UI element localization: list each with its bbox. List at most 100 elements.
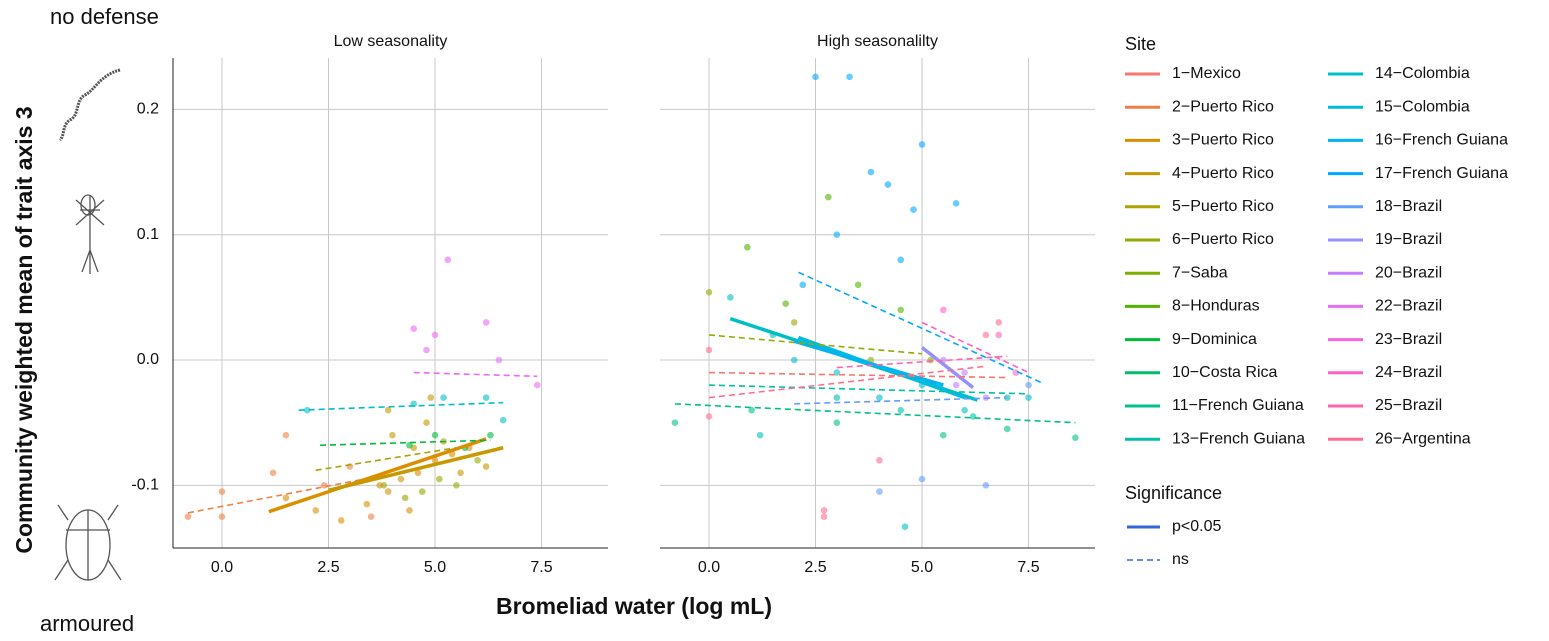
trend-line [921, 321, 1029, 374]
point [940, 306, 947, 314]
point [444, 256, 452, 264]
point [982, 482, 990, 489]
point [380, 482, 388, 489]
trend-line [315, 446, 457, 472]
point [876, 394, 883, 401]
point [487, 431, 494, 439]
point [406, 507, 413, 514]
point [1025, 394, 1032, 401]
point [952, 200, 960, 207]
point [482, 394, 490, 401]
point [389, 431, 396, 439]
legend-label: 4−Puerto Rico [1172, 165, 1274, 182]
point [799, 281, 807, 289]
point [431, 431, 439, 439]
legend-label: 10−Costa Rica [1172, 364, 1277, 381]
point [952, 381, 960, 389]
point [790, 319, 798, 326]
legend-label: 2−Puerto Rico [1172, 98, 1274, 115]
point [499, 416, 507, 424]
point [940, 431, 947, 439]
point [918, 475, 926, 483]
point [705, 346, 713, 354]
trend-line [268, 437, 487, 514]
x-tick-label: 5.0 [424, 559, 446, 576]
point [363, 500, 371, 508]
x-tick-label: 5.0 [911, 559, 933, 576]
legend-label: 22−Brazil [1375, 298, 1442, 315]
legend-label: ns [1172, 551, 1189, 568]
point [495, 356, 503, 364]
point [833, 369, 841, 376]
point [453, 482, 460, 489]
point [427, 394, 435, 401]
point [414, 469, 422, 477]
point [854, 281, 862, 289]
legend-label: 13−French Guiana [1172, 430, 1305, 447]
legend-label: 14−Colombia [1375, 65, 1470, 82]
side-label-bottom: armoured [40, 611, 134, 636]
trend-line [328, 446, 504, 493]
point [867, 168, 875, 176]
trend-line [708, 384, 1029, 395]
point [884, 181, 892, 188]
point [423, 346, 430, 354]
point [397, 475, 405, 483]
point [876, 488, 883, 495]
point [910, 206, 917, 213]
point [431, 331, 439, 339]
point [961, 369, 968, 376]
y-tick-label: 0.1 [137, 226, 159, 243]
point [218, 513, 226, 520]
point [482, 319, 490, 326]
point [995, 319, 1003, 326]
point [790, 356, 798, 364]
legend-label: 15−Colombia [1375, 98, 1470, 115]
y-tick-label: 0.0 [137, 351, 159, 368]
point [406, 441, 413, 449]
point [533, 381, 541, 389]
legend-label: 6−Puerto Rico [1172, 231, 1274, 248]
trend-line [920, 346, 975, 389]
point [820, 513, 828, 520]
point [457, 469, 464, 477]
trend-line [187, 477, 372, 514]
point [846, 73, 853, 81]
trend-line [793, 339, 944, 387]
point [756, 431, 764, 439]
legend-title: Significance [1125, 483, 1222, 503]
point [820, 507, 828, 514]
point [744, 243, 751, 251]
legend-label: 24−Brazil [1375, 364, 1442, 381]
point [833, 231, 841, 239]
point [474, 456, 481, 464]
point [1003, 425, 1011, 433]
legend-label: 23−Brazil [1375, 331, 1442, 348]
point [824, 193, 832, 201]
point [410, 325, 418, 332]
point [995, 331, 1003, 339]
point [418, 488, 426, 495]
point [897, 406, 905, 414]
legend-label: p<0.05 [1172, 518, 1221, 535]
y-tick-label: -0.1 [131, 477, 159, 494]
point [897, 256, 905, 264]
point [435, 475, 443, 483]
point [982, 331, 990, 339]
point [440, 394, 447, 401]
point [384, 488, 392, 495]
legend-label: 11−French Guiana [1172, 397, 1304, 414]
trend-line [836, 355, 1008, 369]
point [218, 488, 226, 495]
point [384, 406, 392, 414]
point [705, 413, 713, 420]
legend-label: 20−Brazil [1375, 264, 1442, 281]
legend-label: 7−Saba [1172, 264, 1228, 281]
point [918, 141, 926, 148]
point [748, 406, 755, 414]
panel-title: High seasonalilty [817, 33, 938, 50]
legend-label: 25−Brazil [1375, 397, 1442, 414]
y-tick-label: 0.2 [137, 101, 159, 118]
legend-title: Site [1125, 34, 1156, 54]
